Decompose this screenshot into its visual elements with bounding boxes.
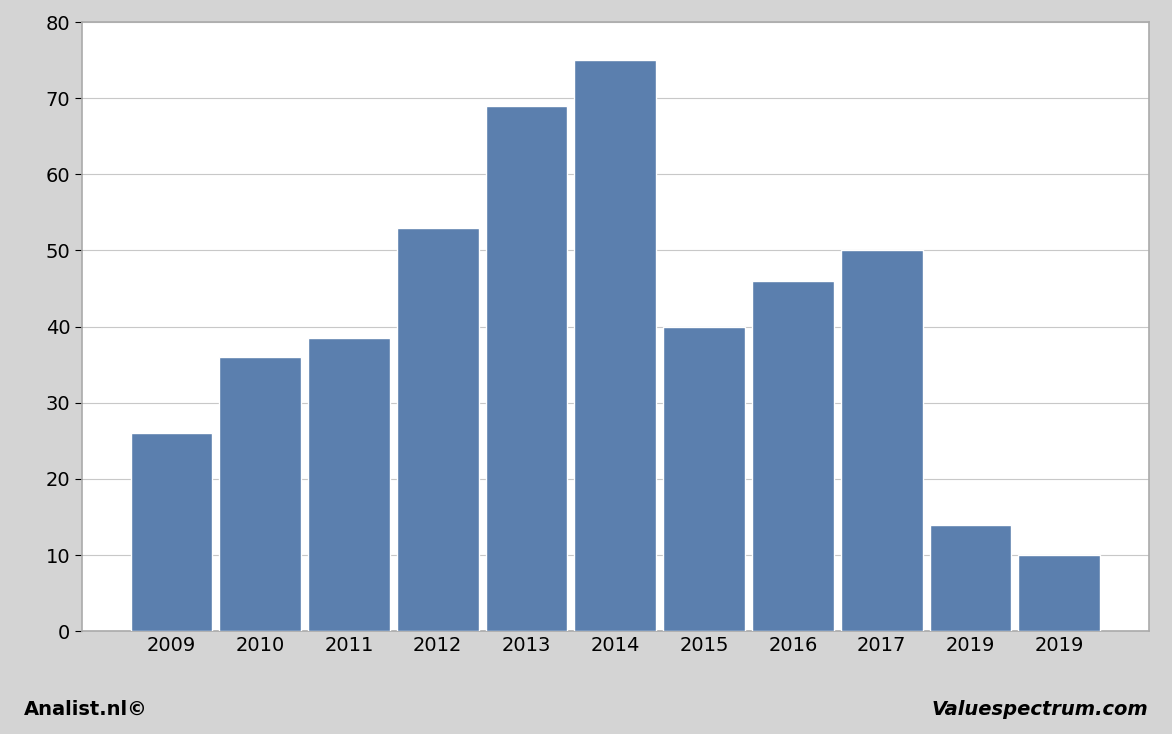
Bar	[485, 106, 567, 631]
Text: Analist.nl©: Analist.nl©	[23, 700, 148, 719]
Bar	[663, 327, 745, 631]
Bar	[929, 525, 1011, 631]
Bar	[574, 60, 656, 631]
Text: Valuespectrum.com: Valuespectrum.com	[932, 700, 1149, 719]
Bar	[752, 281, 833, 631]
Bar	[130, 433, 212, 631]
Bar	[219, 357, 301, 631]
Bar	[840, 250, 922, 631]
Bar	[1018, 555, 1101, 631]
Bar	[308, 338, 390, 631]
Bar	[397, 228, 478, 631]
